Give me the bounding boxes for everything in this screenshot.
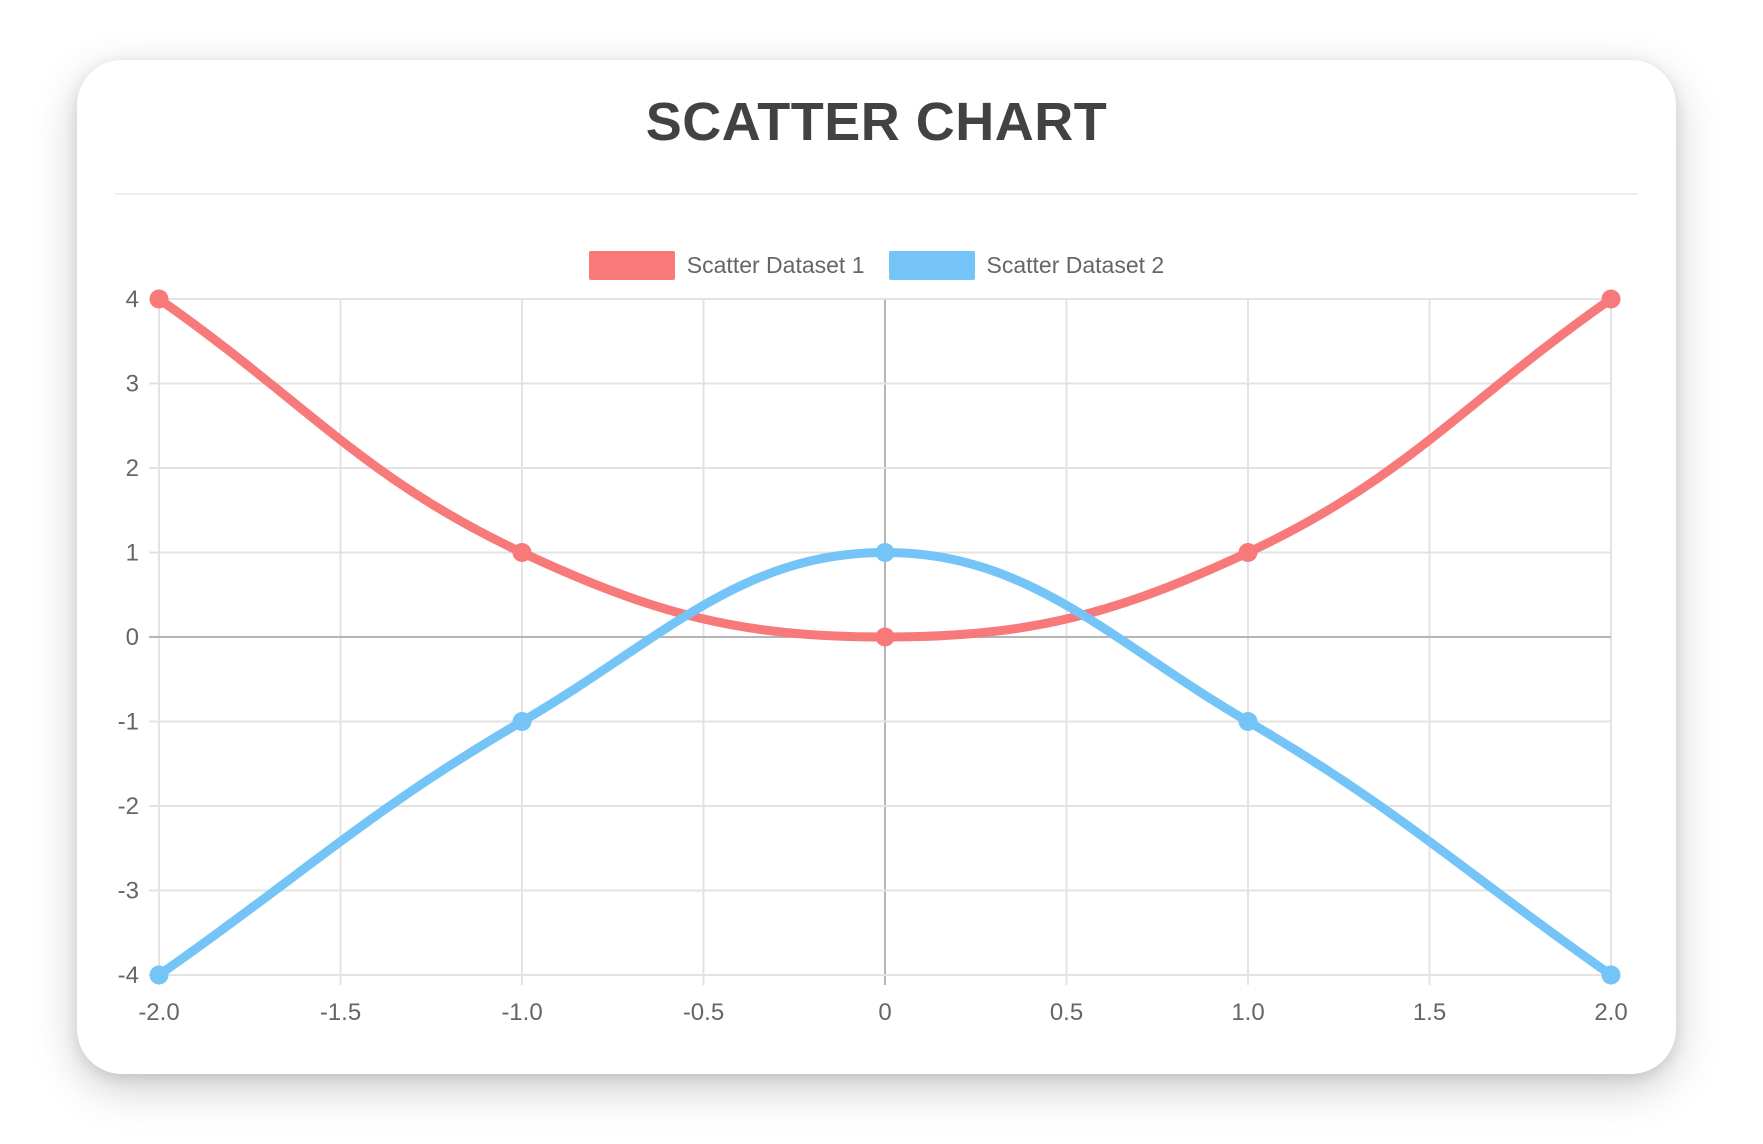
data-point-scatter-dataset-1[interactable] (149, 289, 169, 309)
x-tick-label: -0.5 (683, 999, 724, 1026)
data-point-scatter-dataset-2[interactable] (149, 965, 169, 985)
y-tick-label: -3 (118, 878, 139, 905)
x-tick-label: -2.0 (138, 999, 179, 1026)
legend-label: Scatter Dataset 1 (686, 252, 865, 278)
legend-item[interactable]: Scatter Dataset 2 (888, 251, 1165, 280)
data-point-scatter-dataset-1[interactable] (1238, 543, 1258, 562)
data-point-scatter-dataset-2[interactable] (1238, 712, 1258, 731)
chart-title: SCATTER CHART (645, 92, 1108, 152)
y-tick-label: -4 (118, 962, 139, 989)
x-tick-label: -1.0 (501, 999, 542, 1026)
data-point-scatter-dataset-2[interactable] (512, 712, 532, 731)
x-tick-label: -1.5 (320, 999, 361, 1026)
y-tick-label: 4 (126, 286, 139, 313)
x-tick-label: 2.0 (1594, 999, 1627, 1026)
x-tick-label: 0.5 (1050, 999, 1083, 1026)
x-tick-label: 0 (878, 999, 891, 1026)
data-point-scatter-dataset-1[interactable] (1601, 289, 1621, 309)
data-point-scatter-dataset-2[interactable] (875, 543, 895, 562)
y-tick-label: -1 (118, 709, 139, 736)
legend-swatch (888, 251, 975, 280)
x-tick-label: 1.5 (1413, 999, 1446, 1026)
x-tick-label: 1.0 (1231, 999, 1264, 1026)
y-tick-label: -2 (118, 793, 139, 820)
data-point-scatter-dataset-2[interactable] (1601, 965, 1621, 985)
legend-swatch (588, 251, 675, 280)
data-point-scatter-dataset-1[interactable] (875, 627, 895, 647)
legend-item[interactable]: Scatter Dataset 1 (588, 251, 865, 280)
y-tick-label: 2 (126, 455, 139, 482)
data-point-scatter-dataset-1[interactable] (512, 543, 532, 562)
y-tick-label: 0 (126, 624, 139, 651)
title-divider (115, 193, 1638, 195)
legend-label: Scatter Dataset 2 (986, 252, 1165, 278)
chart-card (77, 60, 1676, 1074)
chart-legend: Scatter Dataset 1 Scatter Dataset 2 (77, 251, 1676, 280)
y-tick-label: 1 (126, 540, 139, 567)
y-tick-label: 3 (126, 371, 139, 398)
